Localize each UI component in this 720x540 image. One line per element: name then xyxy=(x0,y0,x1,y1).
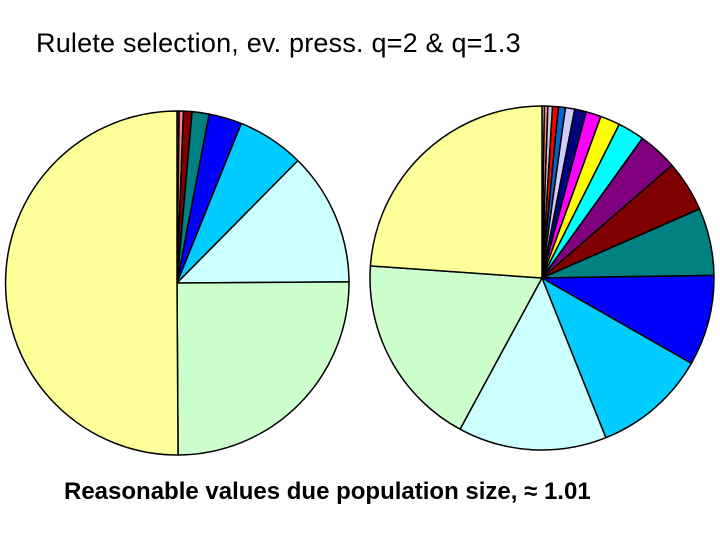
pie-1-slice-14 xyxy=(541,277,693,439)
pie-0-slice-7 xyxy=(176,281,350,456)
pie-1-slice-13 xyxy=(541,274,715,365)
pie-chart-q1.3 xyxy=(369,105,715,451)
pie-0-slice-6 xyxy=(176,159,350,284)
pie-chart-q2 xyxy=(4,110,350,456)
pie-0-slice-8 xyxy=(4,110,179,456)
pie-1-slice-16 xyxy=(369,265,543,430)
pie-1-slice-17 xyxy=(369,105,543,279)
pie-1-slice-15 xyxy=(459,277,607,451)
slide-caption: Reasonable values due population size, ≈… xyxy=(64,478,591,505)
slide-title: Rulete selection, ev. press. q=2 & q=1.3 xyxy=(36,28,521,58)
